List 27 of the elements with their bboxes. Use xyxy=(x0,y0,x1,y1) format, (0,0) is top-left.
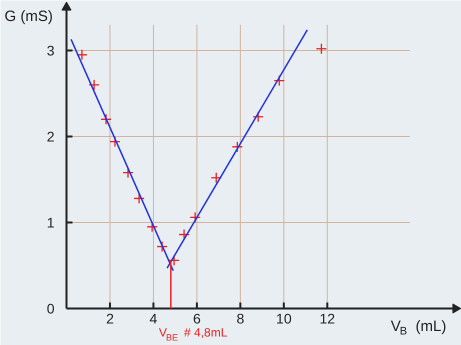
point xyxy=(190,212,201,223)
y-tick-label: 2 xyxy=(46,128,55,144)
x-tick-label: 2 xyxy=(106,310,114,326)
x-tick-label: 6 xyxy=(193,310,201,326)
x-tick-label: 10 xyxy=(276,310,292,326)
y-tick-label: 1 xyxy=(46,214,55,230)
point xyxy=(252,111,264,122)
point xyxy=(76,49,88,60)
x-tick-label: 12 xyxy=(319,310,336,326)
x-tick-label: 4 xyxy=(150,310,158,326)
y-tick-label: 3 xyxy=(46,42,55,58)
x-tick-label: 8 xyxy=(236,310,244,326)
point xyxy=(88,79,100,91)
y-axis-title: G (mS) xyxy=(4,8,53,25)
point xyxy=(156,240,168,252)
point xyxy=(274,74,285,86)
point xyxy=(210,172,222,184)
point xyxy=(146,221,158,232)
point xyxy=(122,166,134,178)
point xyxy=(100,114,112,125)
point xyxy=(109,136,121,148)
point xyxy=(168,254,180,266)
y-tick-label: 0 xyxy=(46,300,55,316)
point xyxy=(316,43,328,54)
point xyxy=(178,228,190,240)
point xyxy=(232,141,243,152)
point xyxy=(133,192,145,204)
